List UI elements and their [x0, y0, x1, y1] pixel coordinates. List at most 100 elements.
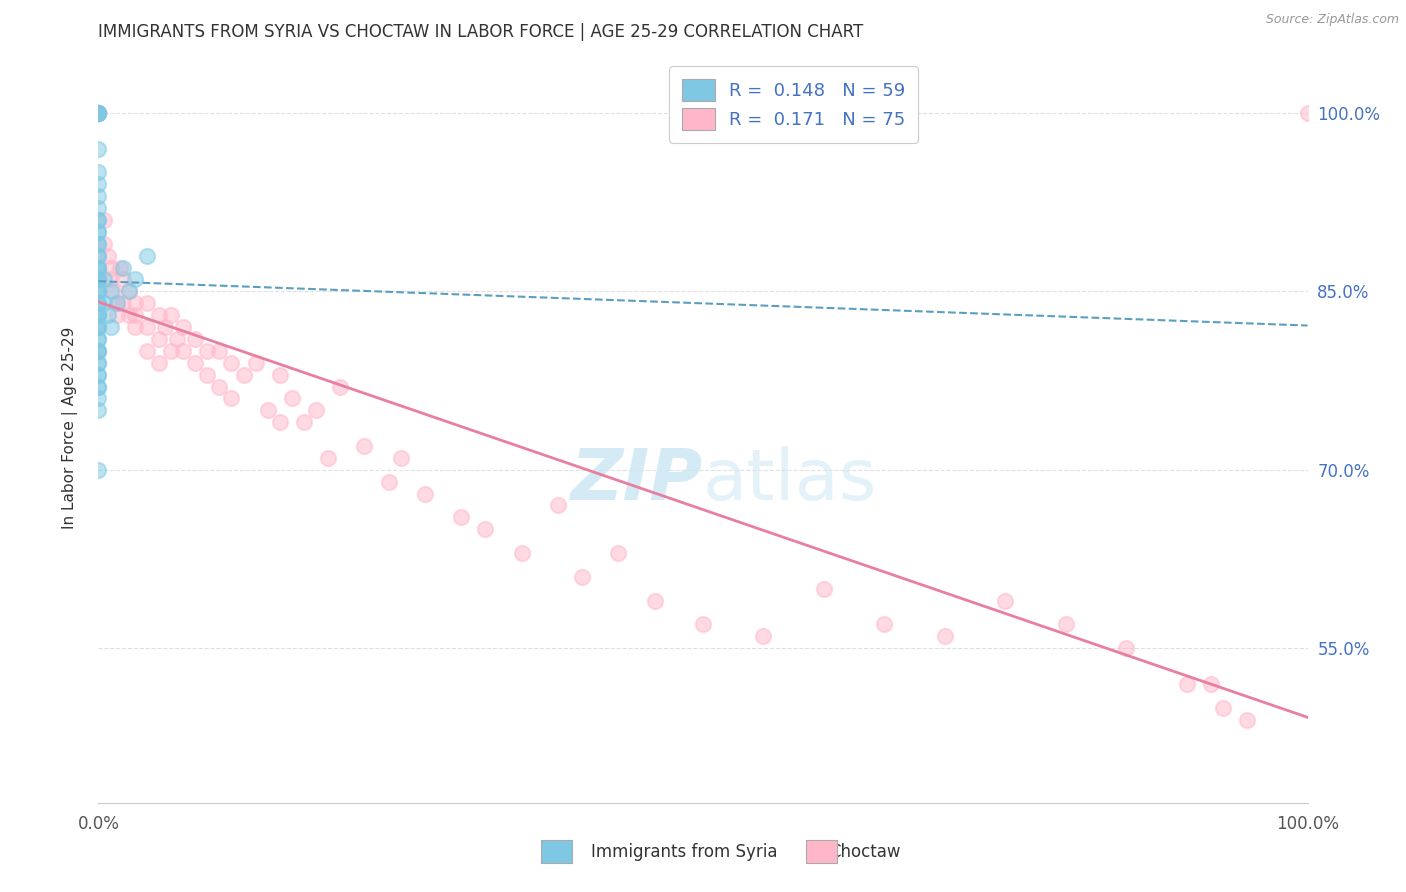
Point	[1054, 617, 1077, 632]
Point	[87, 403, 110, 417]
Legend: R =  0.148   N = 59, R =  0.171   N = 75: R = 0.148 N = 59, R = 0.171 N = 75	[669, 66, 918, 143]
Point	[124, 308, 146, 322]
Point	[87, 213, 110, 227]
Point	[292, 415, 315, 429]
Point	[87, 260, 110, 275]
Point	[100, 285, 122, 299]
Point	[87, 106, 110, 120]
Point	[148, 308, 170, 322]
Point	[87, 343, 110, 358]
Point	[692, 617, 714, 632]
Text: atlas: atlas	[703, 446, 877, 515]
Point	[87, 236, 110, 251]
Point	[87, 332, 110, 346]
Point	[93, 272, 115, 286]
Point	[87, 272, 110, 286]
Point	[118, 308, 141, 322]
Point	[124, 320, 146, 334]
Point	[1115, 641, 1137, 656]
Point	[281, 392, 304, 406]
Point	[316, 450, 339, 465]
Point	[87, 178, 110, 192]
Point	[644, 593, 666, 607]
Point	[1212, 700, 1234, 714]
Point	[305, 403, 328, 417]
Point	[87, 260, 110, 275]
Text: ZIP: ZIP	[571, 446, 703, 515]
Point	[87, 213, 110, 227]
Point	[166, 332, 188, 346]
Point	[87, 320, 110, 334]
Point	[87, 392, 110, 406]
Point	[87, 106, 110, 120]
Point	[87, 463, 110, 477]
Point	[172, 343, 194, 358]
Point	[87, 272, 110, 286]
Point	[87, 201, 110, 215]
Point	[87, 296, 110, 310]
Point	[87, 332, 110, 346]
Point	[87, 308, 110, 322]
Point	[87, 249, 110, 263]
Point	[87, 106, 110, 120]
Text: IMMIGRANTS FROM SYRIA VS CHOCTAW IN LABOR FORCE | AGE 25-29 CORRELATION CHART: IMMIGRANTS FROM SYRIA VS CHOCTAW IN LABO…	[98, 23, 863, 41]
Point	[195, 343, 218, 358]
Point	[1199, 677, 1222, 691]
Point	[87, 285, 110, 299]
Point	[87, 320, 110, 334]
Point	[160, 308, 183, 322]
Point	[148, 332, 170, 346]
Point	[813, 582, 835, 596]
Point	[269, 368, 291, 382]
Point	[873, 617, 896, 632]
Point	[329, 379, 352, 393]
Point	[87, 106, 110, 120]
Point	[97, 308, 120, 322]
Point	[87, 260, 110, 275]
Point	[135, 296, 157, 310]
Point	[232, 368, 254, 382]
Point	[87, 320, 110, 334]
Text: Choctaw: Choctaw	[830, 843, 901, 861]
Point	[1236, 713, 1258, 727]
Point	[752, 629, 775, 643]
Point	[547, 499, 569, 513]
Point	[87, 296, 110, 310]
Point	[108, 260, 131, 275]
Text: Immigrants from Syria: Immigrants from Syria	[591, 843, 778, 861]
Point	[111, 296, 134, 310]
Point	[474, 522, 496, 536]
Point	[607, 546, 630, 560]
Point	[101, 285, 124, 299]
Point	[111, 260, 134, 275]
Point	[87, 343, 110, 358]
Point	[87, 272, 110, 286]
Point	[87, 225, 110, 239]
Point	[160, 343, 183, 358]
Point	[87, 285, 110, 299]
Point	[118, 285, 141, 299]
Point	[87, 106, 110, 120]
Point	[195, 368, 218, 382]
Point	[389, 450, 412, 465]
Point	[97, 249, 120, 263]
Point	[105, 296, 128, 310]
Point	[353, 439, 375, 453]
Point	[221, 356, 243, 370]
Point	[105, 296, 128, 310]
Point	[1175, 677, 1198, 691]
Point	[87, 368, 110, 382]
Point	[87, 106, 110, 120]
Point	[87, 356, 110, 370]
Point	[172, 320, 194, 334]
Point	[256, 403, 278, 417]
Point	[87, 368, 110, 382]
Point	[87, 356, 110, 370]
Point	[377, 475, 399, 489]
Point	[87, 249, 110, 263]
Point	[87, 308, 110, 322]
Point	[208, 379, 231, 393]
Point	[87, 236, 110, 251]
Point	[450, 510, 472, 524]
Point	[1296, 106, 1319, 120]
